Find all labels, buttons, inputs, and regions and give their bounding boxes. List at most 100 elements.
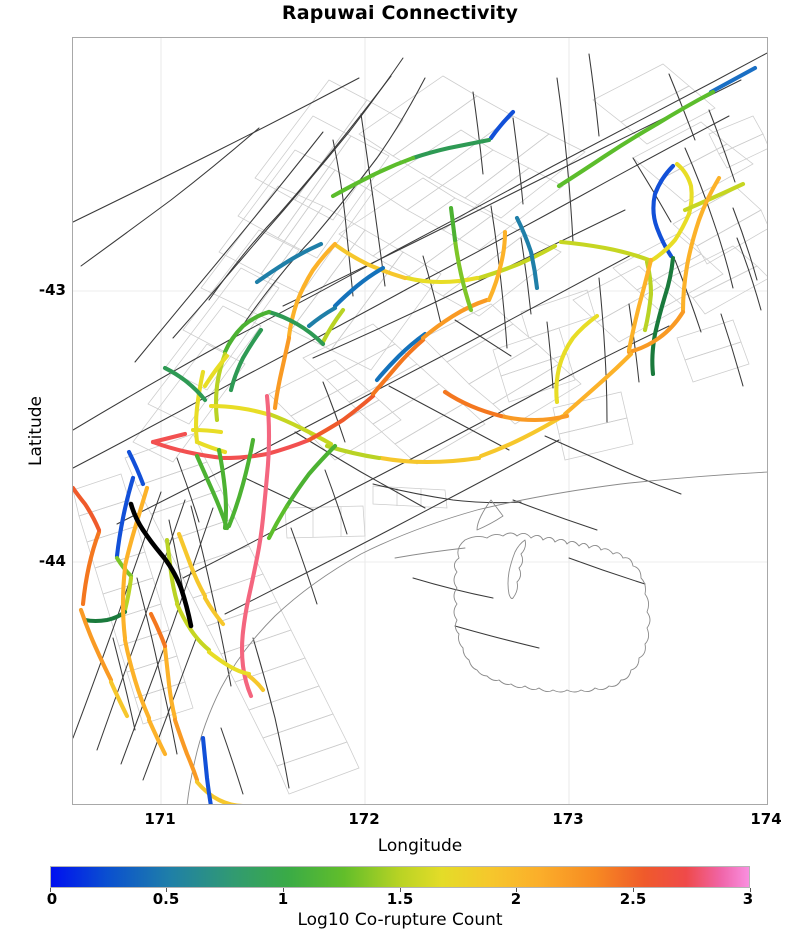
y-axis-label: Latitude: [26, 396, 46, 466]
fault-trace: [306, 393, 376, 443]
colorbar-tick-label: 2.5: [619, 890, 647, 908]
fault-trace: [162, 365, 208, 403]
colorbar-tick-label: 0: [46, 890, 58, 908]
colorbar[interactable]: [50, 866, 750, 888]
fault-trace: [146, 717, 168, 757]
fault-trace: [194, 779, 244, 804]
fault-trace: [272, 335, 292, 411]
fault-trace: [150, 431, 188, 445]
fault-trace: [332, 265, 386, 309]
fault-trace: [306, 305, 338, 329]
fault-trace: [162, 645, 178, 721]
fault-trace: [488, 109, 516, 141]
fault-trace: [239, 629, 254, 699]
fault-surface-traces: [73, 52, 767, 795]
colorbar-tick-mark: [516, 888, 517, 892]
fault-trace: [114, 475, 136, 559]
fault-trace: [174, 601, 212, 653]
map-plot-area[interactable]: [72, 37, 768, 805]
connected-fault-traces[interactable]: [73, 65, 758, 805]
fault-trace: [562, 351, 634, 417]
fault-trace: [682, 181, 746, 213]
fault-trace: [266, 411, 334, 447]
fault-trace: [558, 239, 652, 263]
fault-trace: [120, 565, 128, 641]
ytick-label: -43: [38, 281, 66, 299]
fault-trace: [486, 229, 508, 303]
fault-trace: [448, 205, 458, 243]
fault-trace: [176, 531, 208, 599]
fault-trace: [148, 611, 168, 649]
fault-trace: [442, 389, 504, 419]
fault-trace: [122, 485, 150, 569]
fault-trace: [266, 309, 326, 347]
colorbar-tick-mark: [166, 888, 167, 892]
fault-trace: [334, 243, 408, 281]
map-canvas: [73, 38, 767, 805]
xtick-label: 173: [552, 810, 584, 828]
fault-trace: [240, 393, 272, 635]
fault-trace: [202, 595, 226, 627]
fault-trace: [514, 215, 540, 291]
fault-trace: [651, 163, 676, 259]
fault-trace: [208, 403, 270, 417]
fault-trace: [73, 485, 102, 533]
colorbar-tick-label: 2: [510, 890, 522, 908]
fault-trace: [200, 735, 213, 804]
fault-trace: [378, 455, 482, 465]
fault-trace: [556, 89, 716, 189]
colorbar-tick-mark: [400, 888, 401, 892]
colorbar-tick-mark: [750, 888, 751, 892]
fault-trace: [650, 255, 676, 377]
fault-section-polygons: [73, 63, 767, 795]
fault-trace: [172, 717, 200, 783]
fault-trace: [410, 137, 492, 161]
fault-trace: [420, 297, 490, 341]
fault-trace: [680, 175, 722, 313]
fault-trace: [202, 353, 230, 389]
colorbar-label: Log10 Co-rupture Count: [297, 910, 503, 930]
coastline: [186, 471, 767, 804]
fault-trace: [370, 337, 426, 397]
fault-trace: [206, 649, 252, 677]
x-axis-label: Longitude: [377, 836, 463, 856]
fault-trace: [122, 575, 134, 613]
fault-trace: [554, 313, 600, 405]
fault-trace: [320, 307, 346, 345]
ytick-label: -44: [38, 552, 66, 570]
fault-trace: [254, 241, 324, 285]
colorbar-gradient: [50, 866, 750, 888]
fault-trace: [228, 327, 264, 393]
fault-trace: [374, 331, 428, 383]
fault-trace: [452, 237, 474, 313]
colorbar-tick-label: 1.5: [386, 890, 414, 908]
xtick-label: 174: [750, 810, 782, 828]
fault-trace: [478, 413, 566, 459]
colorbar-tick-label: 0.5: [152, 890, 180, 908]
colorbar-tick-mark: [283, 888, 284, 892]
fault-trace: [122, 637, 152, 721]
colorbar-tick-mark: [50, 888, 51, 892]
fault-trace: [194, 453, 230, 531]
fault-trace: [216, 447, 229, 531]
fault-trace: [126, 449, 146, 487]
source-fault-rapuwai[interactable]: [128, 501, 194, 629]
fault-trace: [108, 679, 130, 719]
colorbar-tick-mark: [633, 888, 634, 892]
fault-trace: [476, 243, 558, 281]
xtick-label: 172: [348, 810, 380, 828]
fault-trace: [284, 443, 338, 509]
fault-trace: [222, 309, 272, 355]
colorbar-tick-label: 3: [742, 890, 754, 908]
fault-trace: [404, 275, 480, 285]
fault-trace: [498, 413, 570, 423]
fault-trace: [266, 503, 290, 541]
fault-trace: [80, 529, 102, 607]
fault-trace: [82, 609, 128, 624]
fault-trace: [193, 369, 206, 445]
fault-trace: [78, 607, 114, 683]
fault-trace: [220, 437, 312, 461]
fault-trace: [330, 155, 416, 199]
fault-trace: [194, 439, 228, 455]
fault-trace: [150, 439, 226, 461]
